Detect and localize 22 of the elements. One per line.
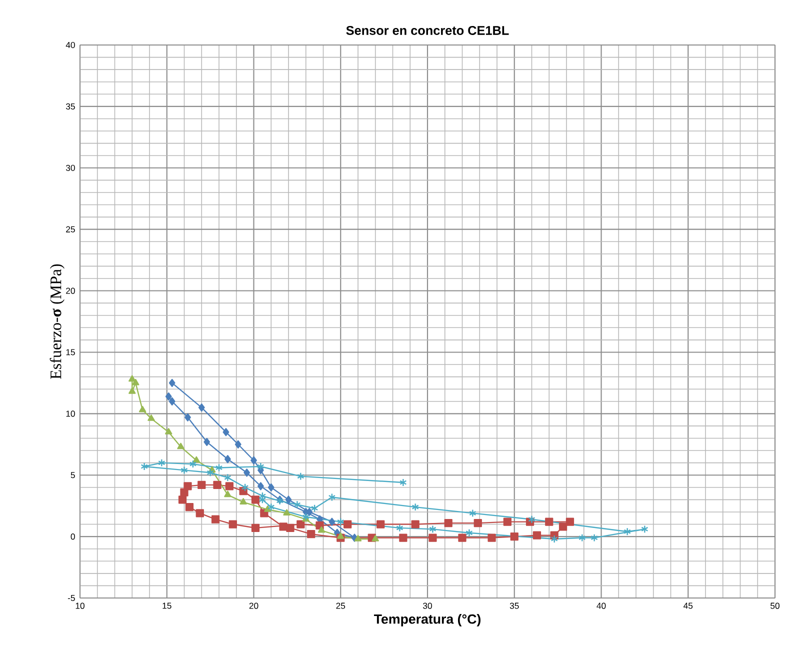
- x-tick-label: 35: [510, 602, 519, 609]
- y-tick-label: -5: [68, 594, 75, 602]
- y-tick-label: 10: [66, 410, 75, 417]
- chart-title: Sensor en concreto CE1BL: [346, 26, 509, 35]
- x-tick-label: 40: [596, 602, 606, 609]
- y-tick-label: 40: [66, 42, 75, 48]
- x-axis-title: Temperatura (°C): [374, 614, 480, 626]
- y-axis-title: Esfuerzo-σ (MPa): [50, 264, 64, 379]
- x-tick-label: 10: [76, 602, 84, 609]
- x-tick-label: 20: [249, 602, 258, 609]
- y-tick-label: 25: [66, 226, 75, 232]
- x-tick-label: 30: [423, 602, 432, 609]
- y-tick-label: 15: [66, 349, 75, 356]
- y-tick-label: 20: [66, 288, 75, 294]
- y-tick-label: 30: [66, 164, 75, 171]
- x-tick-label: 45: [684, 602, 693, 609]
- y-tick-label: 5: [70, 472, 75, 478]
- x-tick-label: 50: [770, 602, 780, 609]
- y-tick-label: 35: [66, 103, 75, 110]
- y-tick-label: 0: [70, 533, 75, 540]
- x-tick-label: 15: [162, 602, 172, 609]
- x-tick-label: 25: [336, 602, 346, 609]
